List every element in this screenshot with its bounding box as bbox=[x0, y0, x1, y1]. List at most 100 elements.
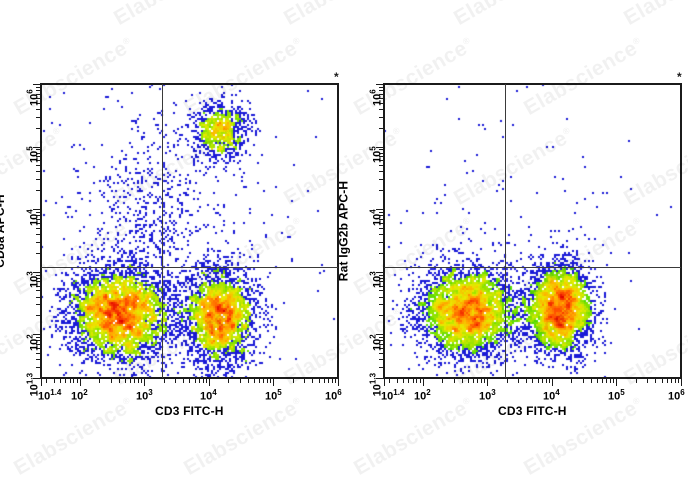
x-axis-minor-tick bbox=[130, 379, 131, 383]
x-axis-minor-tick bbox=[141, 379, 142, 383]
x-axis-minor-tick bbox=[263, 379, 264, 383]
x-axis-minor-tick bbox=[70, 379, 71, 383]
y-axis-minor-tick bbox=[36, 94, 40, 95]
y-axis-major-tick bbox=[376, 272, 383, 273]
y-axis-minor-tick bbox=[36, 128, 40, 129]
x-axis-minor-tick bbox=[675, 379, 676, 383]
y-axis-minor-tick bbox=[36, 315, 40, 316]
y-axis-minor-tick bbox=[379, 359, 383, 360]
y-axis-minor-tick bbox=[36, 275, 40, 276]
y-axis-minor-tick bbox=[379, 290, 383, 291]
y-axis-minor-tick bbox=[379, 156, 383, 157]
x-axis-minor-tick bbox=[454, 379, 455, 383]
y-axis-minor-tick bbox=[379, 281, 383, 282]
x-axis-minor-tick bbox=[542, 379, 543, 383]
y-axis-minor-tick bbox=[379, 275, 383, 276]
x-axis-minor-tick bbox=[195, 379, 196, 383]
y-axis-minor-tick bbox=[36, 98, 40, 99]
x-axis-minor-tick bbox=[477, 379, 478, 383]
y-axis-minor-tick bbox=[36, 348, 40, 349]
y-axis-tick-label: 102 bbox=[25, 334, 41, 352]
y-axis-minor-tick bbox=[36, 160, 40, 161]
y-axis-minor-tick bbox=[379, 160, 383, 161]
y-axis-minor-tick bbox=[36, 253, 40, 254]
plot-frame-right bbox=[383, 83, 682, 379]
x-axis-minor-tick bbox=[304, 379, 305, 383]
x-axis-minor-tick bbox=[54, 379, 55, 383]
y-axis-tick-label: 104 bbox=[368, 209, 384, 227]
y-axis-title-left: CD8a APC-H bbox=[0, 194, 7, 268]
y-axis-minor-tick bbox=[379, 344, 383, 345]
plot-frame-left bbox=[40, 83, 339, 379]
y-axis-minor-tick bbox=[379, 297, 383, 298]
x-axis-minor-tick bbox=[111, 379, 112, 383]
y-axis-minor-tick bbox=[36, 190, 40, 191]
x-axis-minor-tick bbox=[240, 379, 241, 383]
x-axis-minor-tick bbox=[662, 379, 663, 383]
y-axis-minor-tick bbox=[36, 367, 40, 368]
y-axis-minor-tick bbox=[36, 344, 40, 345]
x-axis-minor-tick bbox=[655, 379, 656, 383]
y-axis-minor-tick bbox=[36, 297, 40, 298]
x-axis-minor-tick bbox=[403, 379, 404, 383]
y-axis-tick-label: 102 bbox=[368, 334, 384, 352]
x-axis-tick-label: 106 bbox=[325, 388, 342, 403]
y-axis-minor-tick bbox=[379, 228, 383, 229]
x-axis-tick-label: 101.4 bbox=[381, 388, 405, 403]
x-axis-minor-tick bbox=[484, 379, 485, 383]
x-axis-minor-tick bbox=[119, 379, 120, 383]
x-axis-minor-tick bbox=[228, 379, 229, 383]
y-axis-major-tick bbox=[33, 84, 40, 85]
y-axis-minor-tick bbox=[379, 286, 383, 287]
x-axis-minor-tick bbox=[610, 379, 611, 383]
y-axis-minor-tick bbox=[36, 219, 40, 220]
y-axis-tick-label: 106 bbox=[368, 89, 384, 107]
x-axis-minor-tick bbox=[335, 379, 336, 383]
y-axis-minor-tick bbox=[379, 98, 383, 99]
y-axis-minor-tick bbox=[379, 212, 383, 213]
y-axis-minor-tick bbox=[36, 242, 40, 243]
y-axis-minor-tick bbox=[36, 117, 40, 118]
x-axis-minor-tick bbox=[332, 379, 333, 383]
x-axis-minor-tick bbox=[270, 379, 271, 383]
y-axis-tick-label: 106 bbox=[25, 89, 41, 107]
x-axis-title-right: CD3 FITC-H bbox=[498, 404, 567, 418]
x-axis-minor-tick bbox=[134, 379, 135, 383]
y-axis-major-tick bbox=[33, 272, 40, 273]
x-axis-minor-tick bbox=[189, 379, 190, 383]
y-axis-minor-tick bbox=[379, 337, 383, 338]
y-axis-minor-tick bbox=[379, 223, 383, 224]
x-axis-minor-tick bbox=[254, 379, 255, 383]
x-axis-minor-tick bbox=[420, 379, 421, 383]
y-axis-minor-tick bbox=[36, 103, 40, 104]
x-axis-tick-label: 106 bbox=[668, 388, 685, 403]
x-axis-minor-tick bbox=[571, 379, 572, 383]
x-axis-major-tick bbox=[80, 379, 81, 386]
y-axis-minor-tick bbox=[36, 179, 40, 180]
x-axis-tick-label: 102 bbox=[414, 388, 431, 403]
y-axis-minor-tick bbox=[379, 219, 383, 220]
x-axis-title-left: CD3 FITC-H bbox=[155, 404, 224, 418]
quadrant-line-horizontal-right bbox=[384, 267, 681, 268]
x-axis-major-tick bbox=[41, 379, 42, 386]
y-axis-minor-tick bbox=[379, 153, 383, 154]
x-axis-major-tick bbox=[338, 379, 339, 386]
asterisk-marker-left: * bbox=[334, 70, 339, 84]
x-axis-minor-tick bbox=[671, 379, 672, 383]
y-axis-minor-tick bbox=[36, 290, 40, 291]
y-axis-minor-tick bbox=[379, 128, 383, 129]
y-axis-minor-tick bbox=[36, 171, 40, 172]
y-axis-minor-tick bbox=[379, 315, 383, 316]
y-axis-minor-tick bbox=[379, 278, 383, 279]
y-axis-minor-tick bbox=[36, 153, 40, 154]
x-axis-minor-tick bbox=[99, 379, 100, 383]
x-axis-major-tick bbox=[552, 379, 553, 386]
asterisk-marker-right: * bbox=[677, 70, 682, 84]
y-axis-major-tick bbox=[33, 209, 40, 210]
y-axis-minor-tick bbox=[36, 286, 40, 287]
y-axis-minor-tick bbox=[379, 171, 383, 172]
x-axis-minor-tick bbox=[473, 379, 474, 383]
x-axis-tick-label: 103 bbox=[479, 388, 496, 403]
x-axis-minor-tick bbox=[203, 379, 204, 383]
